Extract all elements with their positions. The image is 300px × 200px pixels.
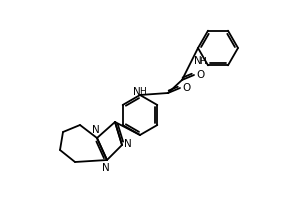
- Text: H: H: [200, 58, 206, 66]
- Text: N: N: [92, 125, 100, 135]
- Text: N: N: [194, 56, 202, 66]
- Text: N: N: [133, 87, 141, 97]
- Text: H: H: [139, 88, 146, 97]
- Text: N: N: [124, 139, 132, 149]
- Text: N: N: [102, 163, 110, 173]
- Text: O: O: [182, 83, 190, 93]
- Text: O: O: [196, 70, 204, 80]
